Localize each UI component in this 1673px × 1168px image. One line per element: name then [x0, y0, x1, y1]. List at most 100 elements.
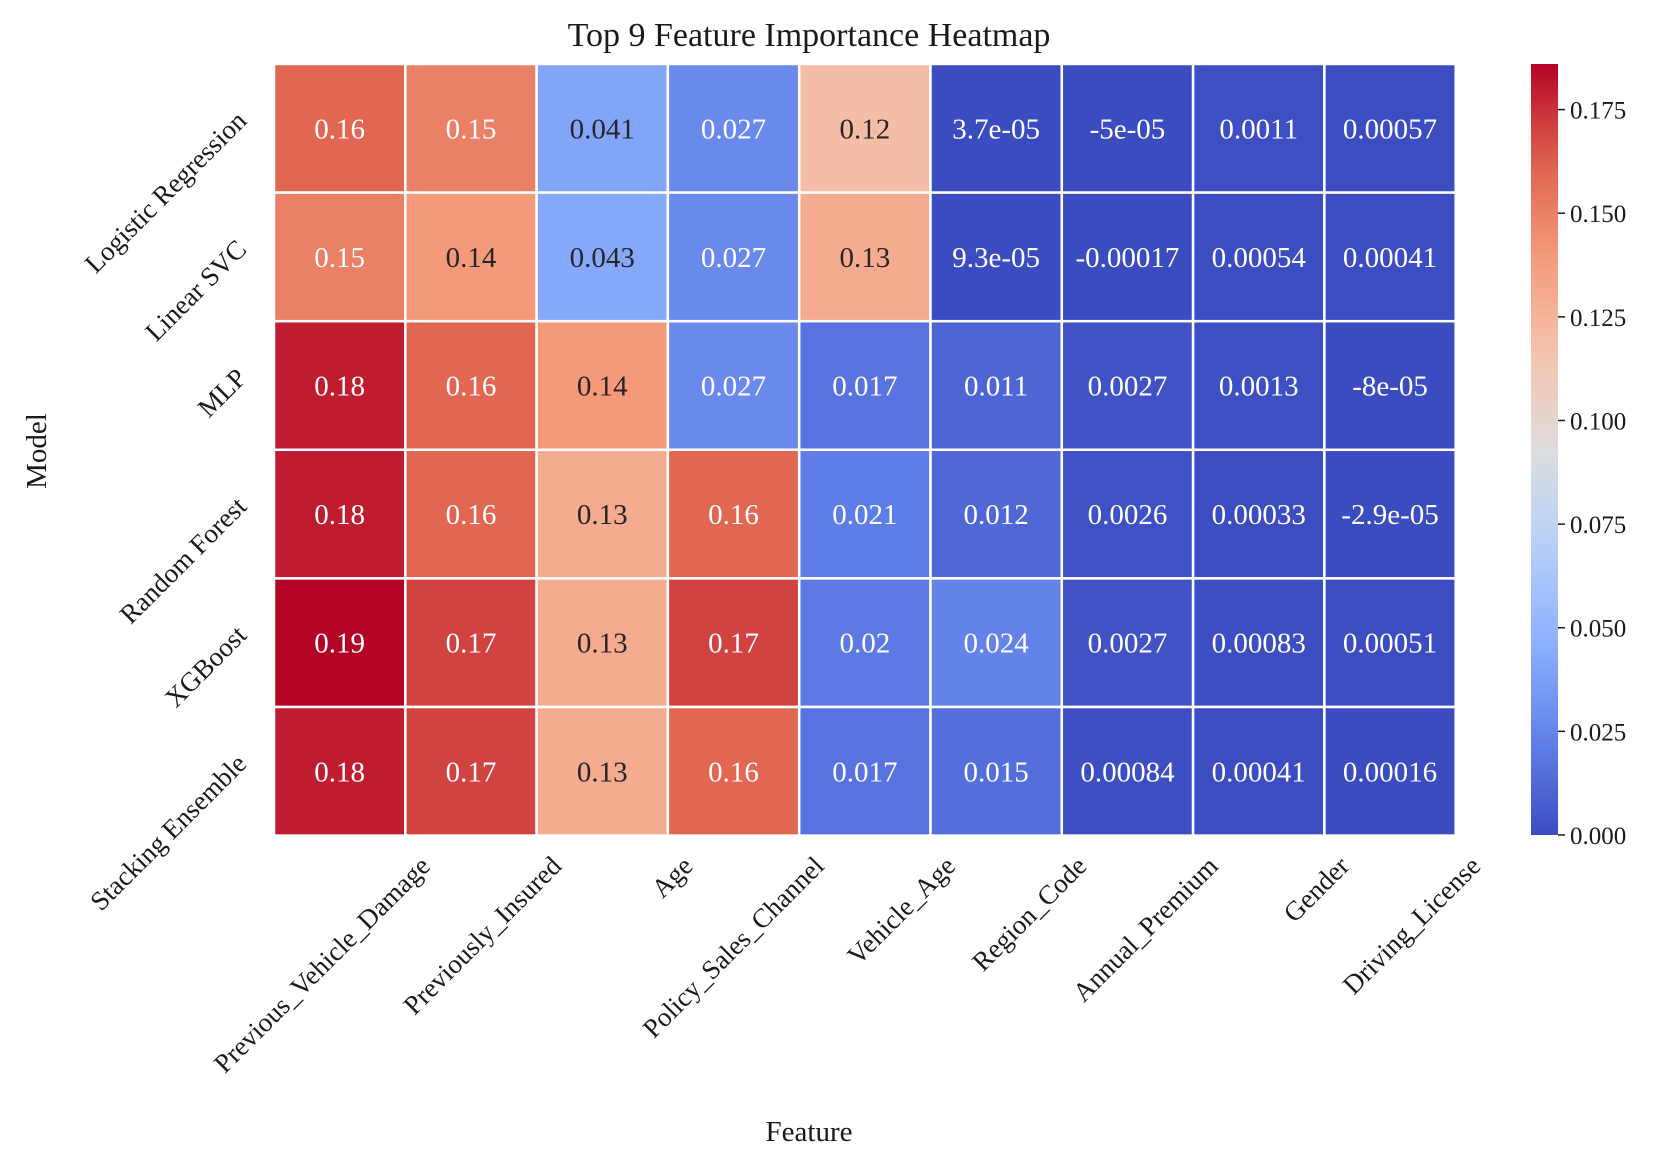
- y-tick-label: Random Forest: [114, 491, 253, 630]
- y-tick-label: XGBoost: [159, 619, 253, 713]
- x-tick-labels: Previous_Vehicle_DamagePreviously_Insure…: [208, 850, 1486, 1078]
- x-tick-label: Vehicle_Age: [841, 851, 961, 971]
- colorbar-ticks: 0.000 0.025 0.050 0.075 0.100 0.125 0.150 0.175: [1558, 98, 1626, 850]
- colorbar-tick-label: 0.100: [1570, 408, 1626, 435]
- cell-value-label: 0.12: [839, 113, 890, 145]
- colorbar-tick-label: 0.075: [1570, 512, 1626, 539]
- cell-value-label: 0.041: [570, 113, 635, 145]
- chart-title: Top 9 Feature Importance Heatmap: [568, 17, 1051, 54]
- colorbar-tick-label: 0.150: [1570, 201, 1626, 228]
- colorbar-gradient: [1531, 64, 1558, 835]
- heatmap-cell: [1323, 705, 1457, 837]
- cell-value-label: 0.13: [577, 628, 628, 660]
- heatmap-cell: [404, 319, 538, 452]
- heatmap-cell: [929, 705, 1064, 837]
- heatmap-cell: [1323, 319, 1457, 452]
- colorbar-tick-label: 0.125: [1570, 305, 1626, 332]
- cell-value-label: 0.027: [701, 371, 766, 403]
- cell-value-label: 0.13: [577, 756, 628, 788]
- cell-value-label: 0.012: [964, 499, 1029, 531]
- x-tick-label: Driving_License: [1337, 851, 1487, 1001]
- cell-value-label: 0.17: [446, 628, 497, 660]
- heatmap-cell: [535, 191, 670, 323]
- cell-value-label: 0.017: [832, 371, 897, 403]
- cell-value-label: 0.19: [314, 628, 365, 660]
- heatmap-cell: [272, 319, 407, 452]
- cell-value-label: 0.17: [446, 756, 497, 788]
- cell-value-label: 0.16: [446, 499, 497, 531]
- heatmap-cell: [272, 62, 407, 194]
- y-axis-title: Model: [21, 413, 53, 489]
- x-tick-label: Gender: [1278, 851, 1355, 928]
- y-tick-label: Linear SVC: [139, 234, 252, 347]
- heatmap-cell: [797, 191, 932, 323]
- colorbar-tick-label: 0.025: [1570, 719, 1626, 746]
- heatmap-cell: [404, 448, 538, 580]
- colorbar: 0.000 0.025 0.050 0.075 0.100 0.125 0.150 0.175: [1531, 64, 1626, 850]
- y-tick-label: MLP: [192, 363, 252, 423]
- cell-value-label: 0.17: [708, 628, 759, 660]
- cell-value-label: 0.13: [839, 242, 890, 274]
- cell-value-label: 0.021: [832, 499, 897, 531]
- heatmap-cell: [1191, 705, 1326, 837]
- heatmap-cell: [535, 319, 670, 452]
- colorbar-tick-label: 0.175: [1570, 98, 1626, 125]
- cell-value-label: 0.011: [964, 371, 1028, 403]
- heatmap-cell: [666, 319, 801, 452]
- cell-value-label: 0.027: [701, 242, 766, 274]
- heatmap-cell: [272, 705, 407, 837]
- heatmap-cell: [929, 62, 1064, 194]
- heatmap-cell: [1060, 191, 1195, 323]
- cell-value-label: 0.15: [446, 113, 497, 145]
- cell-value-label: 0.13: [577, 499, 628, 531]
- heatmap-cell: [1060, 319, 1195, 452]
- x-tick-label: Annual_Premium: [1067, 851, 1224, 1008]
- cell-value-label: -5e-05: [1090, 113, 1166, 145]
- cell-value-label: 0.16: [708, 499, 759, 531]
- heatmap-cell: [404, 62, 538, 194]
- cell-value-label: 0.027: [701, 113, 766, 145]
- cell-value-label: 9.3e-05: [952, 242, 1040, 274]
- heatmap-cell: [272, 191, 407, 323]
- colorbar-tick-label: 0.000: [1570, 823, 1626, 850]
- x-tick-label: Region_Code: [966, 851, 1092, 977]
- cell-value-label: -8e-05: [1352, 371, 1428, 403]
- heatmap-cell: [666, 577, 801, 709]
- cell-value-label: 0.00057: [1343, 113, 1437, 145]
- heatmap-cell: [535, 62, 670, 194]
- cell-value-label: 0.00041: [1343, 242, 1437, 274]
- heatmap-cell: [797, 319, 932, 452]
- cell-value-label: 0.00054: [1212, 242, 1307, 274]
- cell-value-label: 0.18: [314, 499, 365, 531]
- cell-value-label: 0.00051: [1343, 628, 1437, 660]
- cell-value-label: 0.18: [314, 371, 365, 403]
- cell-value-label: 0.18: [314, 756, 365, 788]
- heatmap-cell: [929, 577, 1064, 709]
- heatmap-cell: [272, 577, 407, 709]
- heatmap-cell: [1060, 577, 1195, 709]
- heatmap-cell: [797, 705, 932, 837]
- cell-value-label: 0.024: [964, 628, 1030, 660]
- cell-value-label: 0.0027: [1088, 628, 1168, 660]
- heatmap-cell: [1323, 448, 1457, 580]
- cell-value-label: 0.15: [314, 242, 365, 274]
- heatmap-cell: [666, 448, 801, 580]
- colorbar-tick-label: 0.050: [1570, 616, 1626, 643]
- cell-value-label: 0.16: [446, 371, 497, 403]
- cell-value-label: 0.00084: [1080, 756, 1175, 788]
- x-tick-label: Previous_Vehicle_Damage: [208, 851, 436, 1079]
- heatmap-cell: [1191, 191, 1326, 323]
- cell-value-label: 0.00033: [1212, 499, 1306, 531]
- cell-value-label: 0.017: [832, 756, 897, 788]
- cell-value-label: 0.00083: [1212, 628, 1306, 660]
- cell-value-label: 0.0011: [1219, 113, 1298, 145]
- cell-value-label: 0.0027: [1088, 371, 1168, 403]
- cell-value-label: 0.16: [708, 756, 759, 788]
- cell-value-label: 0.0013: [1219, 371, 1299, 403]
- cell-value-label: 0.043: [570, 242, 635, 274]
- x-tick-label: Age: [645, 851, 698, 904]
- heatmap-cell: [535, 577, 670, 709]
- heatmap-cell: [535, 705, 670, 837]
- cell-value-label: 3.7e-05: [952, 113, 1040, 145]
